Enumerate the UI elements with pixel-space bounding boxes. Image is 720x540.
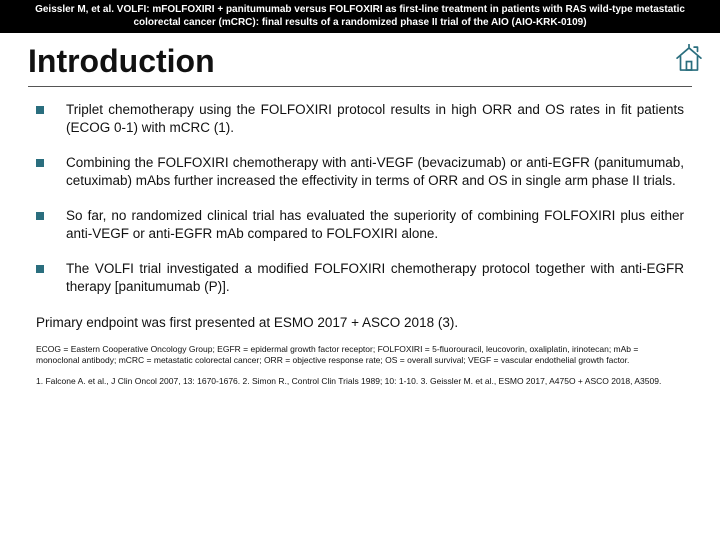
references: 1. Falcone A. et al., J Clin Oncol 2007,… [0,366,720,397]
bullet-item: Triplet chemotherapy using the FOLFOXIRI… [36,101,684,136]
bullet-text: The VOLFI trial investigated a modified … [66,260,684,295]
home-icon[interactable] [672,44,706,74]
bullet-list: Triplet chemotherapy using the FOLFOXIRI… [0,87,720,313]
bullet-marker-icon [36,212,44,220]
primary-endpoint-text: Primary endpoint was first presented at … [0,315,720,330]
bullet-item: So far, no randomized clinical trial has… [36,207,684,242]
header-bar: Geissler M, et al. VOLFI: mFOLFOXIRI + p… [0,0,720,33]
bullet-item: Combining the FOLFOXIRI chemotherapy wit… [36,154,684,189]
bullet-text: Combining the FOLFOXIRI chemotherapy wit… [66,154,684,189]
bullet-marker-icon [36,159,44,167]
footnotes: ECOG = Eastern Cooperative Oncology Grou… [0,330,720,365]
bullet-text: Triplet chemotherapy using the FOLFOXIRI… [66,101,684,136]
page-title: Introduction [0,33,720,82]
slide: Geissler M, et al. VOLFI: mFOLFOXIRI + p… [0,0,720,540]
bullet-marker-icon [36,265,44,273]
header-text: Geissler M, et al. VOLFI: mFOLFOXIRI + p… [35,4,685,28]
bullet-marker-icon [36,106,44,114]
bullet-item: The VOLFI trial investigated a modified … [36,260,684,295]
bullet-text: So far, no randomized clinical trial has… [66,207,684,242]
